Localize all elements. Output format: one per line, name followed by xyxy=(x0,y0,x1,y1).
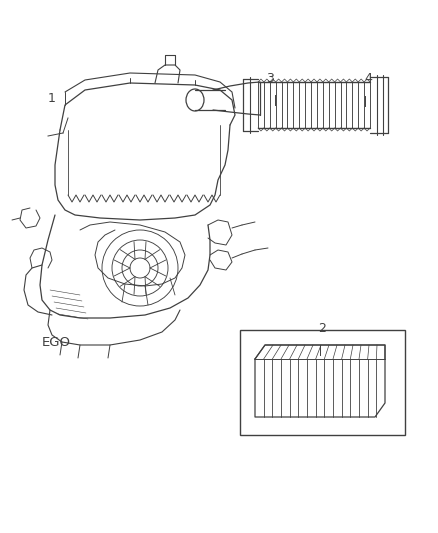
Text: 2: 2 xyxy=(318,321,326,335)
Text: EGO: EGO xyxy=(42,335,71,349)
Text: 3: 3 xyxy=(266,71,274,85)
Text: 1: 1 xyxy=(48,92,56,104)
Bar xyxy=(240,330,405,435)
Text: 4: 4 xyxy=(364,71,372,85)
